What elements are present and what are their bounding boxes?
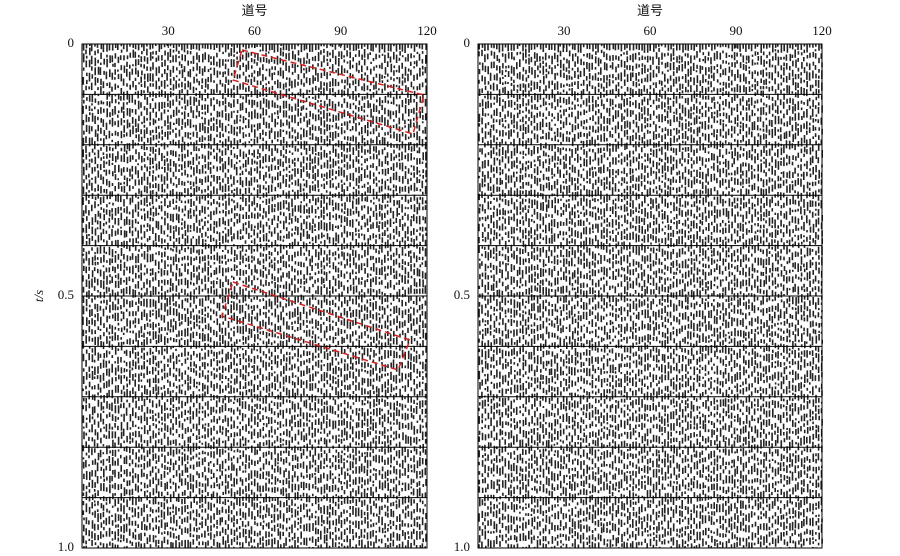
- y-tick-label: 1.0: [454, 539, 470, 554]
- y-tick-label: 0.5: [454, 287, 470, 302]
- seismic-texture: [82, 44, 427, 548]
- x-tick-label: 30: [162, 23, 175, 38]
- highlight-box: [232, 49, 425, 135]
- x-tick-label: 120: [812, 23, 832, 38]
- x-tick-label: 60: [248, 23, 261, 38]
- y-tick-label: 0.5: [58, 287, 74, 302]
- highlight-box: [221, 281, 411, 371]
- x-tick-label: 90: [730, 23, 743, 38]
- x-axis-label: 道号: [637, 3, 663, 18]
- y-tick-label: 1.0: [58, 539, 74, 554]
- y-tick-label: 0: [68, 35, 75, 50]
- x-axis-label: 道号: [241, 3, 267, 18]
- y-tick-label: 0: [464, 35, 471, 50]
- x-tick-label: 30: [558, 23, 571, 38]
- y-axis-label: t/s: [31, 290, 46, 302]
- x-tick-label: 120: [417, 23, 437, 38]
- seismic-texture: [478, 44, 823, 548]
- x-tick-label: 60: [644, 23, 657, 38]
- x-tick-label: 90: [334, 23, 347, 38]
